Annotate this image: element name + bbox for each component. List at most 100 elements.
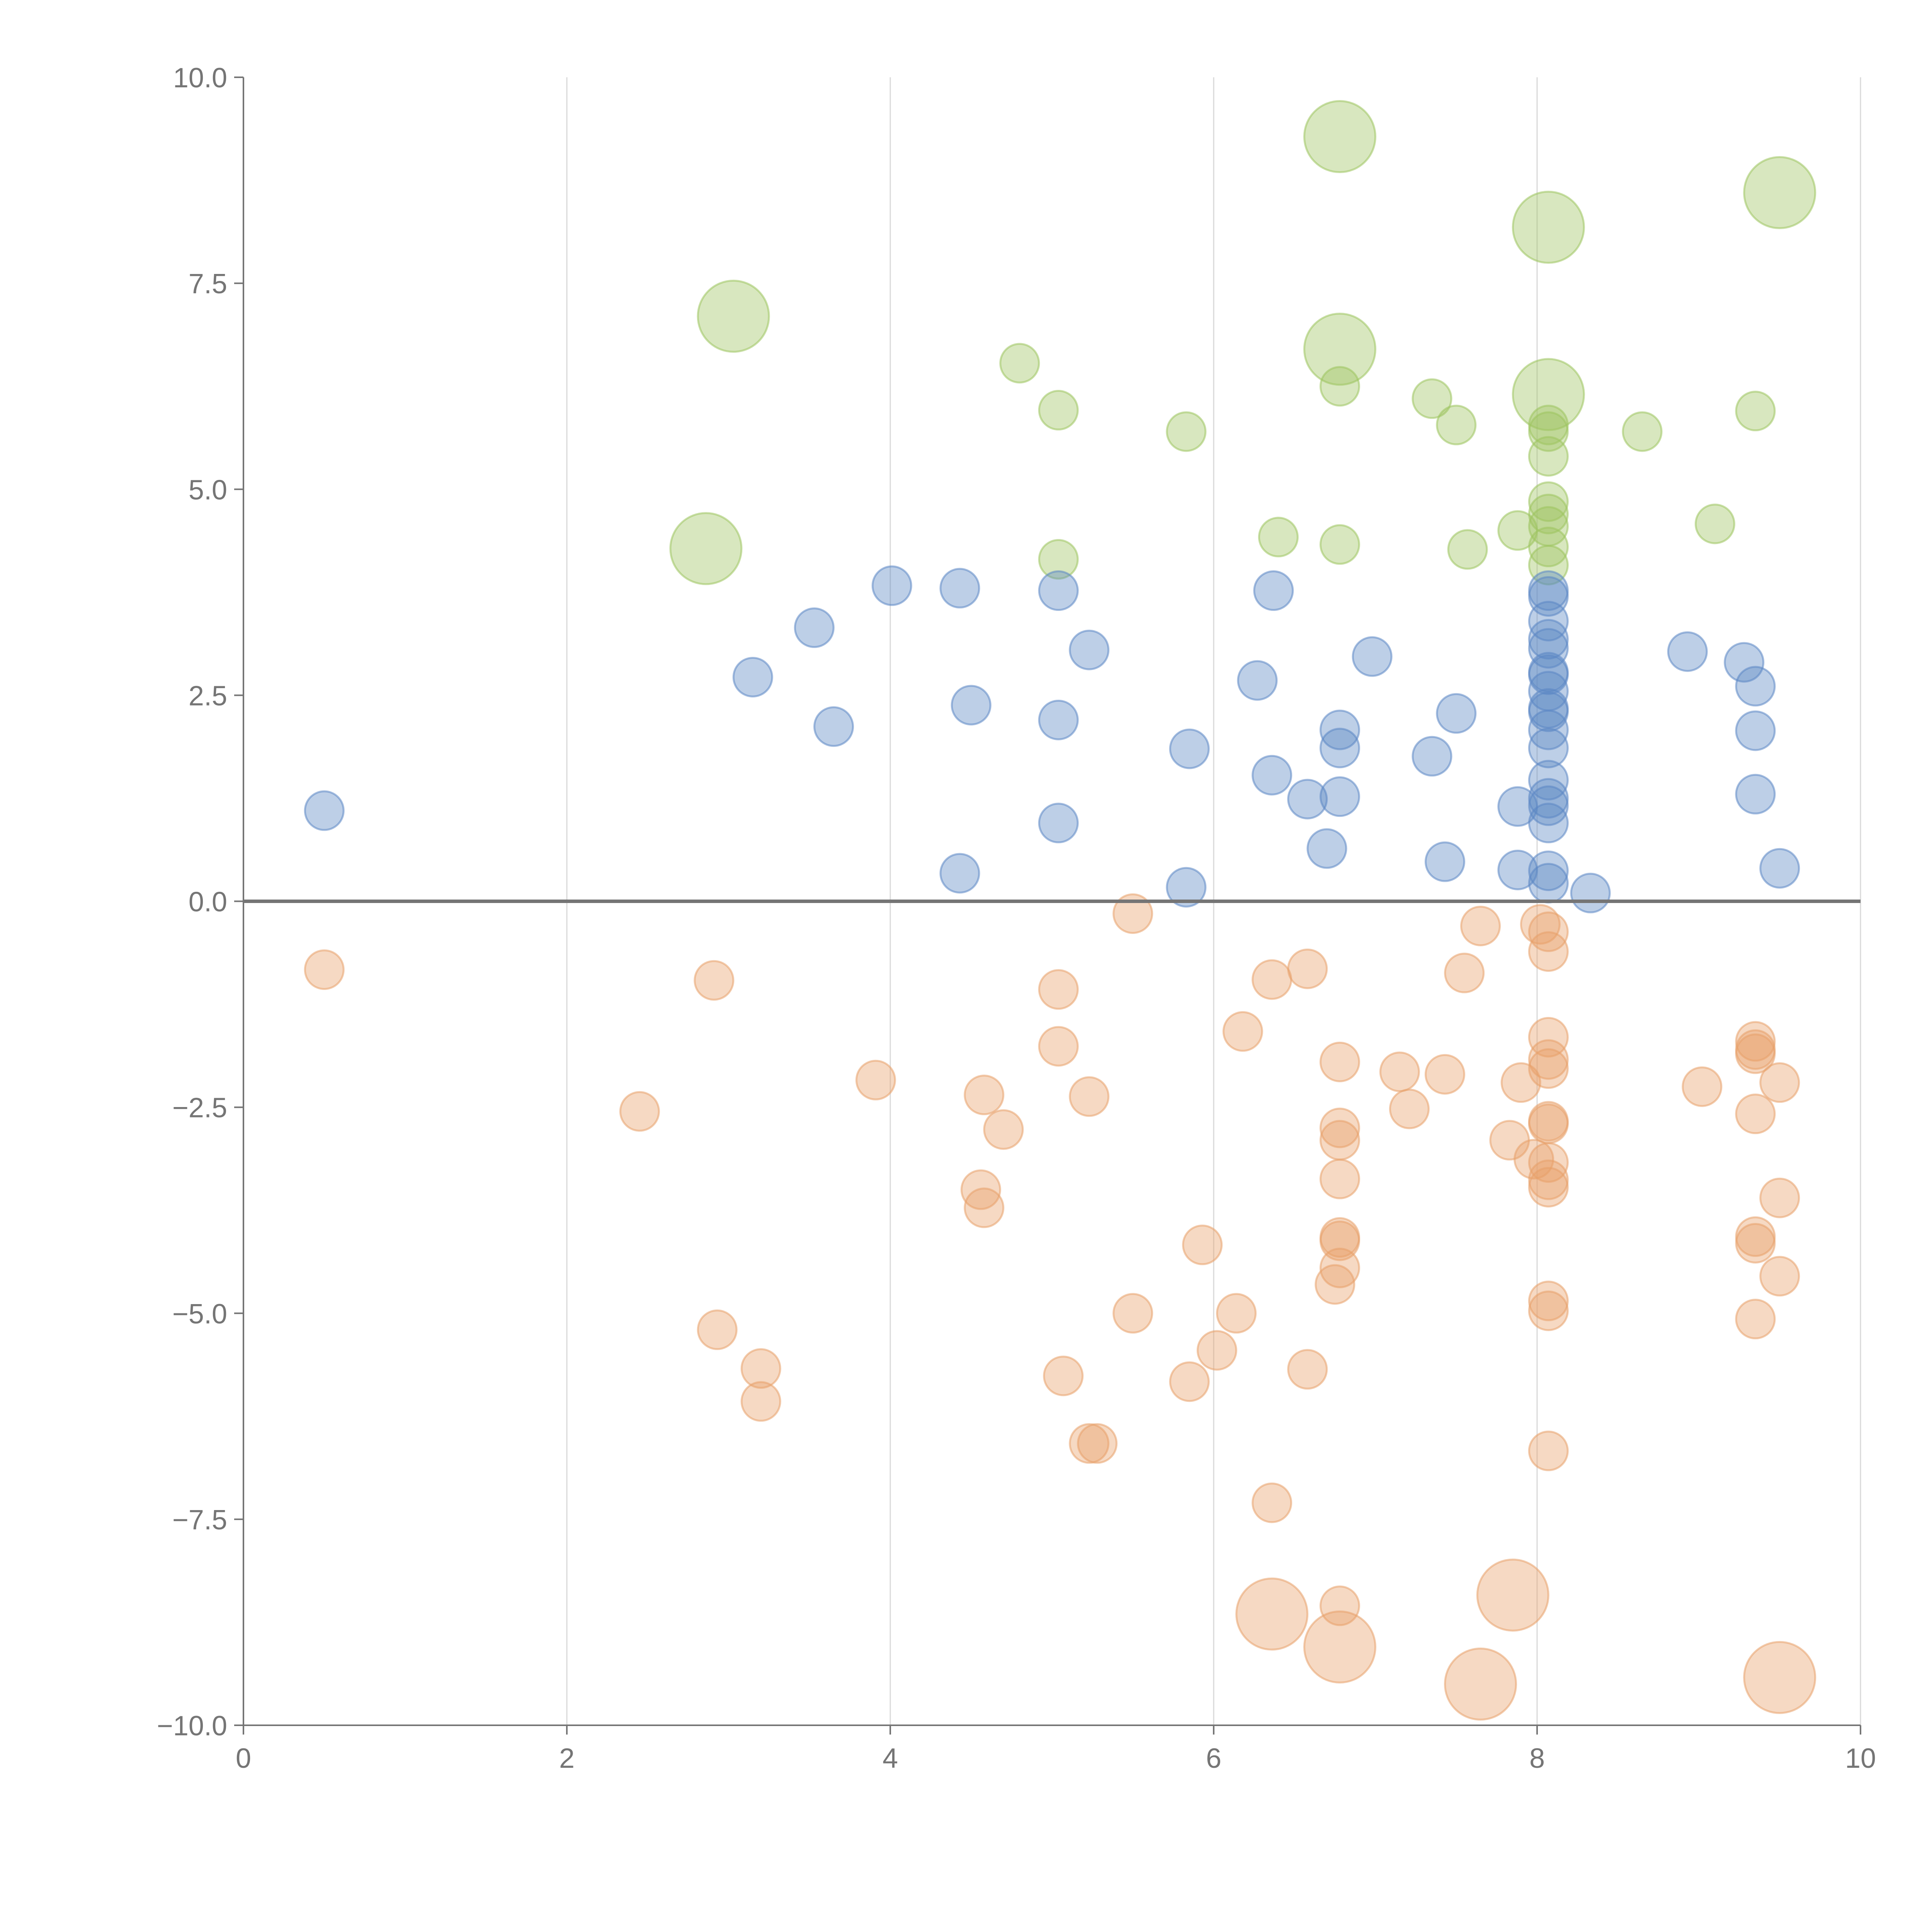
axes: 0 2 4 6 8 10 10.0 7.5 5.0 2.5 0.0 −2.5 −5.0 −7.5 −10.0: [157, 63, 1876, 1774]
orange-point-22: [1216, 1293, 1257, 1334]
blue-point-47: [1667, 631, 1708, 672]
orange-point-65: [1735, 1223, 1776, 1264]
blue-point-39: [1528, 728, 1569, 769]
orange-point-68: [1759, 1177, 1800, 1218]
blue-point-16: [1252, 755, 1293, 796]
orange-point-45: [1520, 904, 1561, 945]
y-tick-label: 2.5: [189, 680, 227, 711]
blue-point-13: [1166, 867, 1207, 908]
orange-point-57: [1528, 1290, 1569, 1331]
blue-point-11: [1069, 629, 1110, 670]
blue-point-5: [939, 568, 980, 609]
orange-point-8: [983, 1109, 1024, 1150]
green-point-14: [1528, 411, 1569, 452]
green-point-23: [1694, 503, 1735, 544]
orange-point-2: [694, 960, 735, 1001]
blue-point-44: [1528, 850, 1569, 891]
orange-point-10: [964, 1187, 1005, 1228]
blue-point-51: [1735, 774, 1776, 815]
orange-point-28: [1319, 1041, 1360, 1082]
orange-point-11: [1038, 969, 1079, 1010]
green-point-7: [999, 343, 1040, 384]
blue-point-48: [1724, 642, 1765, 683]
orange-point-18: [1112, 1293, 1153, 1334]
orange-point-35: [1315, 1264, 1355, 1305]
orange-point-40: [1444, 952, 1485, 993]
orange-point-53: [1528, 1142, 1569, 1183]
blue-point-9: [1038, 699, 1079, 740]
green-point-4: [1303, 313, 1376, 386]
orange-point-20: [1169, 1361, 1210, 1402]
blue-point-38: [1528, 709, 1569, 750]
orange-point-55: [1528, 1167, 1569, 1208]
blue-point-20: [1319, 728, 1360, 769]
blue-point-49: [1735, 666, 1776, 707]
blue-point-46: [1570, 872, 1611, 913]
y-tick-label: 7.5: [189, 269, 227, 299]
blue-point-3: [813, 706, 854, 747]
green-point-9: [1166, 411, 1207, 452]
orange-point-63: [1735, 1094, 1776, 1134]
blue-point-23: [1412, 736, 1452, 777]
green-point-22: [1735, 391, 1776, 432]
blue-point-19: [1319, 709, 1360, 750]
orange-point-59: [1682, 1066, 1723, 1107]
orange-point-62: [1735, 1033, 1776, 1074]
orange-point-71: [1303, 1610, 1376, 1684]
y-tick-label: 10.0: [173, 63, 227, 94]
blue-point-25: [1436, 693, 1477, 734]
blue-point-7: [939, 853, 980, 894]
orange-point-60: [1735, 1021, 1776, 1062]
green-point-3: [697, 279, 770, 353]
orange-point-74: [1743, 1641, 1816, 1714]
orange-point-25: [1252, 1482, 1293, 1523]
green-point-12: [1436, 405, 1477, 446]
orange-point-48: [1528, 1017, 1569, 1058]
blue-point-27: [1497, 849, 1538, 890]
y-tick-label: 0.0: [189, 887, 227, 918]
y-tick-label: −5.0: [172, 1299, 227, 1330]
orange-point-4: [740, 1348, 781, 1389]
blue-point-15: [1253, 570, 1294, 611]
blue-point-43: [1528, 803, 1569, 844]
blue-point-10: [1038, 803, 1079, 844]
orange-point-50: [1528, 1048, 1569, 1089]
orange-point-70: [1235, 1577, 1309, 1651]
green-point-25: [1258, 517, 1299, 558]
orange-point-0: [304, 949, 345, 990]
blue-point-1: [732, 656, 773, 697]
orange-point-41: [1460, 905, 1501, 946]
blue-point-17: [1287, 779, 1328, 820]
orange-point-7: [964, 1075, 1005, 1116]
y-tick-label: −7.5: [172, 1505, 227, 1536]
orange-point-24: [1252, 959, 1293, 1000]
orange-point-56: [1528, 1281, 1569, 1321]
orange-point-27: [1287, 1349, 1328, 1390]
green-point-0: [1303, 100, 1376, 173]
orange-point-19: [1182, 1225, 1223, 1265]
green-point-21: [1622, 411, 1663, 452]
blue-point-8: [1038, 570, 1079, 611]
orange-point-1: [619, 1091, 660, 1132]
blue-point-52: [1759, 848, 1800, 889]
green-point-8: [1038, 390, 1079, 431]
blue-point-37: [1528, 691, 1569, 732]
orange-point-49: [1528, 1039, 1569, 1080]
blue-point-50: [1735, 710, 1776, 751]
orange-point-16: [1077, 1423, 1118, 1464]
orange-point-72: [1476, 1558, 1549, 1632]
orange-point-26: [1287, 948, 1328, 989]
orange-point-67: [1759, 1062, 1800, 1103]
orange-point-6: [855, 1060, 896, 1100]
orange-point-58: [1528, 1430, 1569, 1471]
blue-point-0: [304, 790, 345, 831]
x-tick-label: 6: [1206, 1743, 1221, 1774]
blue-point-24: [1424, 841, 1465, 882]
orange-point-30: [1319, 1120, 1360, 1161]
y-tick-label: 5.0: [189, 474, 227, 505]
green-point-5: [1512, 358, 1585, 431]
x-tick-label: 2: [559, 1743, 575, 1774]
green-point-1: [1512, 190, 1585, 264]
blue-point-42: [1528, 785, 1569, 826]
